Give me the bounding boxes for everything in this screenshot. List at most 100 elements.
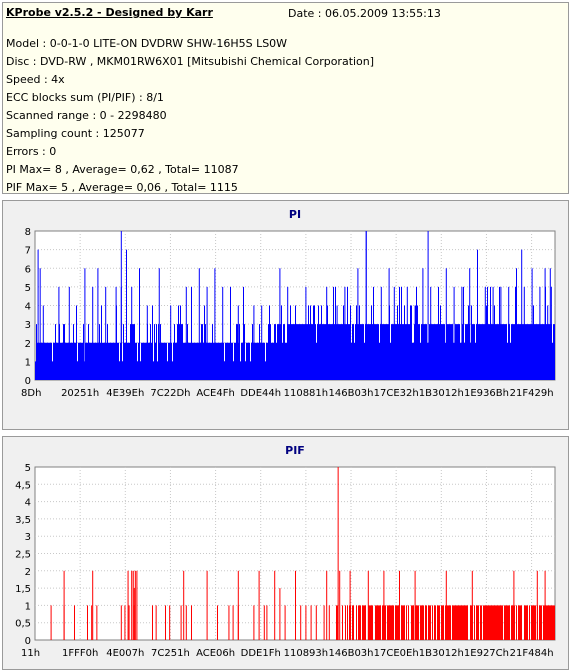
pi-bar [162, 342, 163, 380]
pif-ytick-label: 1,5 [15, 584, 31, 595]
pif-bar [124, 605, 126, 640]
pif-bar [414, 570, 416, 640]
pi-bar [150, 324, 151, 380]
pif-bar [253, 605, 255, 640]
pif-bar [128, 605, 130, 640]
pif-ytick-label: 0,5 [15, 619, 31, 630]
pi-bar [474, 324, 475, 380]
pi-bar [413, 342, 414, 380]
pi-bar [361, 324, 362, 380]
pi-bar [57, 342, 58, 380]
pi-bar [375, 324, 376, 380]
pi-bar [67, 342, 68, 380]
pi-bar [110, 342, 111, 380]
pif-bar [180, 605, 182, 640]
pi-bar [228, 342, 229, 380]
pi-bar [193, 342, 194, 380]
pif-ytick-label: 0 [25, 636, 31, 647]
pif-bar [432, 605, 433, 640]
pi-bar [216, 342, 217, 380]
pi-bar [76, 305, 77, 380]
pi-bar [172, 361, 173, 380]
pi-bar [338, 324, 339, 380]
pi-bar [475, 342, 476, 380]
pif-bar [371, 605, 372, 640]
pi-bar [263, 342, 264, 380]
pi-bar [489, 324, 490, 380]
pi-bar [316, 342, 317, 380]
pi-bar [285, 342, 286, 380]
pi-spike [198, 268, 200, 380]
pi-spike [158, 268, 160, 380]
pi-bar [79, 342, 80, 380]
pif-bar [540, 605, 541, 640]
pif-bar [87, 605, 88, 640]
pi-bar [294, 324, 295, 380]
pif-bar [393, 605, 394, 640]
pi-bar [41, 342, 42, 380]
pi-bar [314, 305, 315, 380]
pi-bar [329, 324, 330, 380]
pi-bar [104, 342, 105, 380]
pi-bar [144, 342, 145, 380]
pi-bar [249, 342, 250, 380]
pi-bar [518, 324, 519, 380]
info-errors: Errors : 0 [6, 145, 57, 158]
pif-bar [92, 570, 94, 640]
pi-bar [403, 324, 404, 380]
pi-bar [421, 324, 422, 380]
pi-bar [435, 324, 436, 380]
pi-bar [444, 324, 445, 380]
pi-bar [417, 305, 418, 380]
pif-bar [134, 570, 136, 640]
pi-bar [351, 342, 352, 380]
pi-bar [161, 342, 162, 380]
pi-bar [248, 342, 249, 380]
pi-bar [217, 342, 218, 380]
pi-bar [481, 324, 482, 380]
pi-bar [310, 305, 311, 380]
pi-ytick-label: 8 [25, 227, 31, 238]
pi-bar [410, 305, 411, 380]
pif-bar [535, 605, 536, 640]
pif-bar [367, 570, 369, 640]
pi-bar [242, 342, 243, 380]
pi-bar [529, 324, 530, 380]
pi-bar [281, 305, 282, 380]
pi-bar [181, 324, 182, 380]
pif-bar [169, 605, 171, 640]
pi-spike [237, 305, 239, 380]
pif-bar [237, 570, 239, 640]
pi-bar [49, 342, 50, 380]
pif-bar [428, 605, 429, 640]
pi-bar [123, 324, 124, 380]
pi-bar [462, 324, 463, 380]
pi-bar [340, 324, 341, 380]
pi-bar [308, 305, 309, 380]
pif-bar [385, 605, 386, 640]
pi-spike [393, 286, 395, 380]
pi-bar [376, 324, 377, 380]
pi-bar [420, 342, 421, 380]
pi-bar [478, 324, 479, 380]
pi-spike [544, 268, 546, 380]
pi-bar [436, 324, 437, 380]
pi-bar [484, 324, 485, 380]
pi-bar [205, 324, 206, 380]
pi-bar [240, 361, 241, 380]
pi-bar [156, 324, 157, 380]
pi-bar [232, 342, 233, 380]
pif-bar [362, 605, 363, 640]
pi-bar [190, 342, 191, 380]
pi-bar [35, 361, 36, 380]
pi-bar [302, 324, 303, 380]
pif-bar [369, 605, 370, 640]
pif-chart-title: PIF [285, 444, 305, 457]
pif-bar [384, 605, 385, 640]
pi-bar [95, 342, 96, 380]
pif-bar [534, 605, 535, 640]
pif-bar [471, 570, 473, 640]
pif-bar [552, 605, 553, 640]
pi-spike [326, 286, 328, 380]
pi-bar [259, 324, 260, 380]
